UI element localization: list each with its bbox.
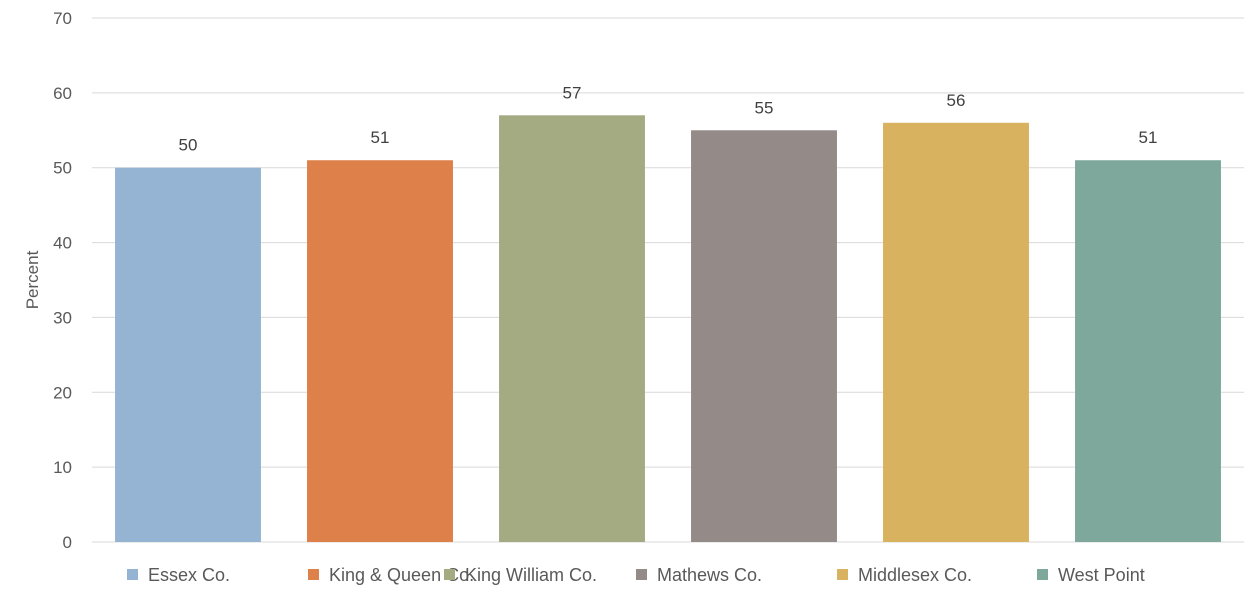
y-tick-label: 20 <box>53 383 72 402</box>
data-label: 50 <box>179 136 198 155</box>
bars <box>115 115 1221 543</box>
y-axis-title: Percent <box>23 250 42 309</box>
legend-swatch <box>127 569 138 580</box>
legend-label: Essex Co. <box>148 565 230 585</box>
y-tick-label: 40 <box>53 234 72 253</box>
data-label: 57 <box>563 83 582 102</box>
data-label: 51 <box>1139 128 1158 147</box>
y-tick-label: 10 <box>53 458 72 477</box>
gridlines <box>92 17 1244 543</box>
legend-swatch <box>1037 569 1048 580</box>
y-tick-label: 70 <box>53 9 72 28</box>
bar <box>307 160 453 542</box>
legend-label: King William Co. <box>465 565 597 585</box>
legend-swatch <box>444 569 455 580</box>
legend-swatch <box>636 569 647 580</box>
data-label: 55 <box>755 98 774 117</box>
y-tick-label: 30 <box>53 308 72 327</box>
bar <box>691 130 837 543</box>
legend-swatch <box>837 569 848 580</box>
y-axis-ticks: 0 10 20 30 40 50 60 70 <box>53 9 72 552</box>
y-tick-label: 60 <box>53 84 72 103</box>
legend-label: Middlesex Co. <box>858 565 972 585</box>
y-tick-label: 50 <box>53 159 72 178</box>
y-tick-label: 0 <box>63 533 72 552</box>
bar <box>883 122 1029 543</box>
data-labels: 50 51 57 55 56 51 <box>179 83 1158 154</box>
legend-label: Mathews Co. <box>657 565 762 585</box>
data-label: 51 <box>371 128 390 147</box>
bar <box>1075 160 1221 542</box>
legend-label: King & Queen Co. <box>329 565 474 585</box>
legend: Essex Co. King & Queen Co.King William Co… <box>127 565 1145 585</box>
bar <box>499 115 645 543</box>
data-label: 56 <box>947 91 966 110</box>
bar <box>115 167 261 542</box>
legend-swatch <box>308 569 319 580</box>
legend-label: West Point <box>1058 565 1145 585</box>
